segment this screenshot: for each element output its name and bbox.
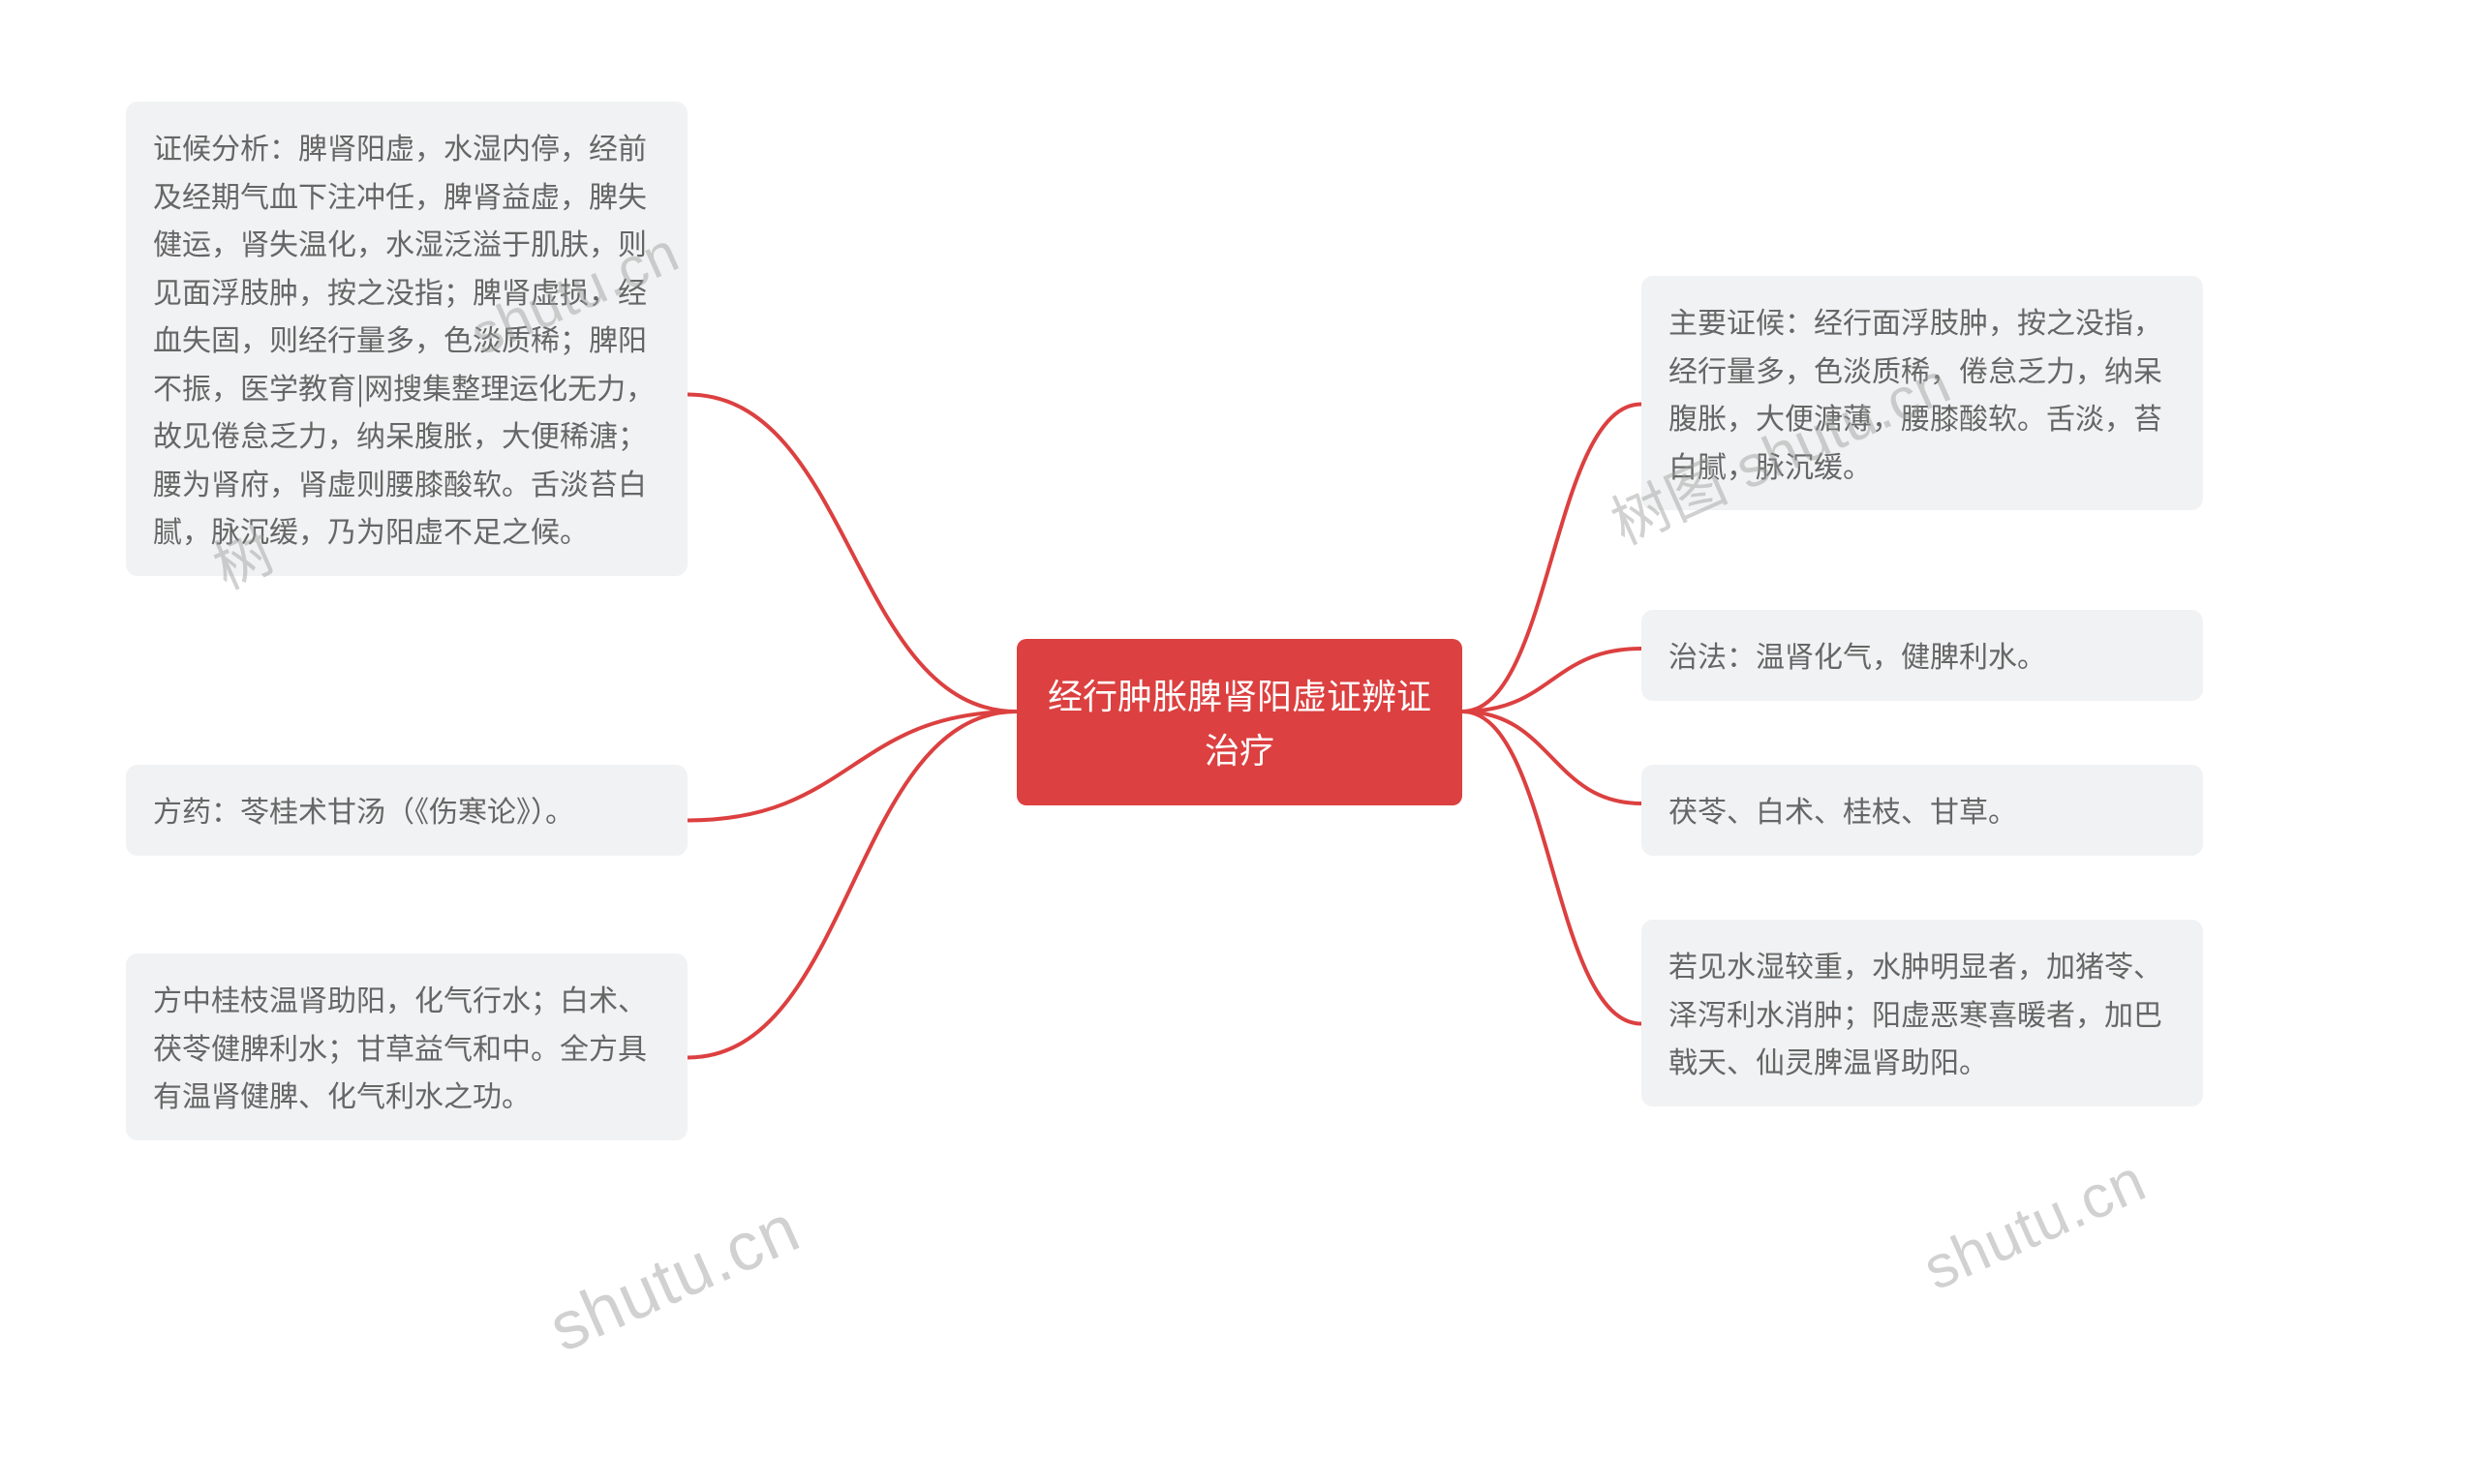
left-node-1: 方药：苓桂术甘汤（《伤寒论》）。 (126, 765, 688, 856)
right-node-3: 若见水湿较重，水肿明显者，加猪苓、泽泻利水消肿；阳虚恶寒喜暖者，加巴戟天、仙灵脾… (1641, 920, 2203, 1106)
left-node-2: 方中桂枝温肾助阳，化气行水；白术、茯苓健脾利水；甘草益气和中。全方具有温肾健脾、… (126, 954, 688, 1140)
center-node: 经行肿胀脾肾阳虚证辨证治疗 (1017, 639, 1462, 805)
right-node-0: 主要证候：经行面浮肢肿，按之没指，经行量多，色淡质稀，倦怠乏力，纳呆腹胀，大便溏… (1641, 276, 2203, 510)
mindmap-canvas: 经行肿胀脾肾阳虚证辨证治疗 证候分析：脾肾阳虚，水湿内停，经前及经期气血下注冲任… (0, 0, 2479, 1484)
right-node-1: 治法：温肾化气，健脾利水。 (1641, 610, 2203, 701)
left-node-0: 证候分析：脾肾阳虚，水湿内停，经前及经期气血下注冲任，脾肾益虚，脾失健运，肾失温… (126, 102, 688, 576)
right-node-2: 茯苓、白术、桂枝、甘草。 (1641, 765, 2203, 856)
